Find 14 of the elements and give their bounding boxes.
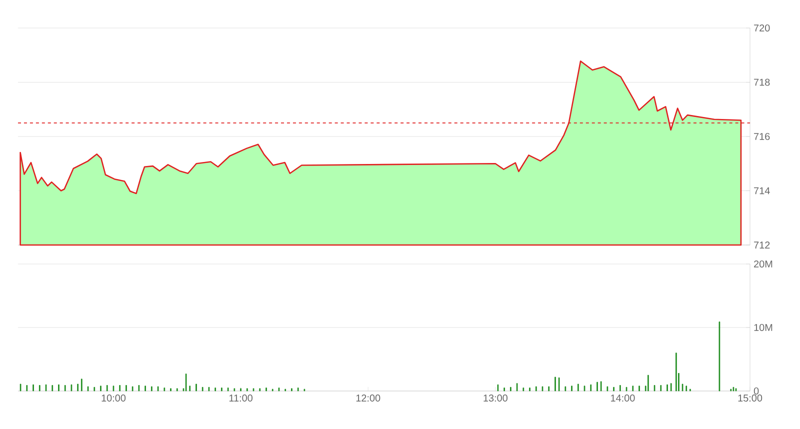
- x-tick-label: 10:00: [102, 394, 126, 402]
- x-tick-label: 11:00: [229, 394, 252, 402]
- y-tick-label: 712: [754, 242, 770, 248]
- y-tick-label: 716: [754, 132, 770, 140]
- y-tick-label: 10M: [754, 324, 772, 332]
- y-tick-label: 720: [754, 24, 770, 32]
- x-tick-label: 12:00: [356, 394, 380, 402]
- y-tick-label: 714: [754, 187, 770, 194]
- x-tick-label: 14:00: [611, 394, 635, 402]
- y-tick-label: 20M: [754, 260, 772, 268]
- x-tick-label: 15:00: [738, 394, 762, 402]
- y-tick-label: 0: [754, 387, 759, 395]
- x-tick-label: 13:00: [484, 394, 508, 402]
- y-tick-label: 718: [754, 78, 770, 86]
